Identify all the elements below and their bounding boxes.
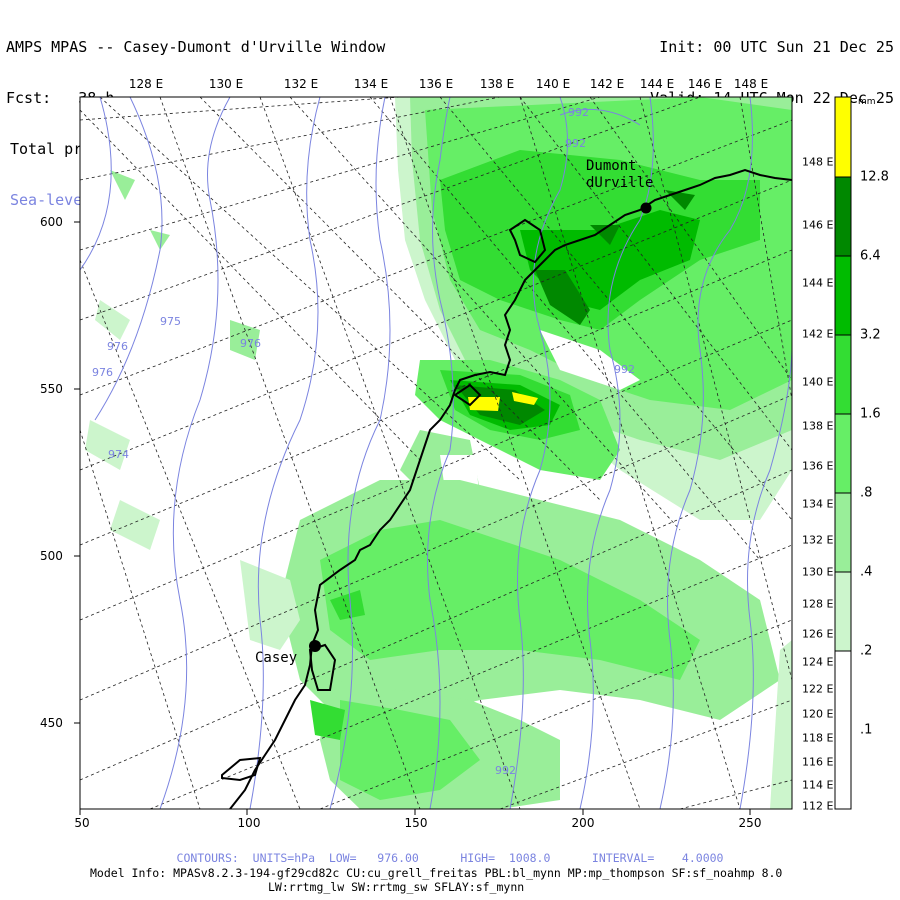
slp-label: 976	[240, 337, 261, 350]
lon-label-top: 142 E	[589, 77, 625, 91]
lon-label-right: 124 E	[802, 655, 834, 669]
lon-label-top: 148 E	[733, 77, 769, 91]
lon-label-top: 130 E	[208, 77, 244, 91]
slp-label: 992	[568, 106, 589, 119]
lon-label-top: 128 E	[128, 77, 164, 91]
x-axis-label: 200	[571, 816, 595, 830]
legend-unit: mm	[858, 97, 876, 107]
x-axis-label: 150	[404, 816, 428, 830]
lon-label-right: 136 E	[802, 459, 834, 473]
legend-label: 6.4	[860, 248, 881, 264]
lon-label-top: 136 E	[418, 77, 454, 91]
y-axis-label: 600	[40, 215, 63, 229]
legend-label: 3.2	[860, 327, 881, 343]
init-time: Init: 00 UTC Sun 21 Dec 25	[659, 38, 894, 56]
y-axis-label: 450	[40, 716, 63, 730]
lon-label-top: 138 E	[479, 77, 515, 91]
lon-label-right: 140 E	[802, 375, 834, 389]
lon-label-right: 142 E	[802, 327, 834, 341]
x-axis-label: 50	[74, 816, 90, 830]
lon-label-top: 134 E	[353, 77, 389, 91]
slp-contours	[80, 97, 792, 809]
dumont-durville-label: Dumont dUrville	[586, 158, 654, 191]
slp-label: 975	[160, 315, 181, 328]
legend-label: .4	[860, 564, 873, 580]
legend-label: .8	[860, 485, 873, 501]
lat-lon-grid	[80, 97, 792, 809]
coastline	[221, 168, 792, 809]
lon-label-right: 128 E	[802, 597, 834, 611]
slp-label: 992	[565, 137, 586, 150]
lon-label-right: 114 E	[802, 778, 834, 792]
lon-label-right: 134 E	[802, 497, 834, 511]
slp-label: 992	[614, 363, 635, 376]
lon-label-right: 122 E	[802, 682, 834, 696]
lon-label-right: 130 E	[802, 565, 834, 579]
slp-label: 976	[107, 340, 128, 353]
map-frame	[79, 96, 793, 810]
lon-label-top: 132 E	[283, 77, 319, 91]
y-axis-label: 550	[40, 382, 63, 396]
lon-label-right: 118 E	[802, 731, 834, 745]
legend-label: .1	[860, 722, 873, 738]
casey-marker	[309, 640, 321, 652]
map-title: AMPS MPAS -- Casey-Dumont d'Urville Wind…	[6, 38, 386, 56]
model-info: Model Info: MPASv8.2.3-194-gf29cd82c CU:…	[90, 866, 783, 880]
x-axis-label: 100	[237, 816, 261, 830]
slp-label: 974	[108, 448, 129, 461]
precip-legend	[834, 96, 852, 810]
lon-label-top: 144 E	[639, 77, 675, 91]
model-info-physics: LW:rrtmg_lw SW:rrtmg_sw SFLAY:sf_mynn	[268, 880, 525, 894]
lon-label-right: 112 E	[802, 799, 834, 813]
lon-label-top: 146 E	[687, 77, 723, 91]
casey-label: Casey	[255, 650, 298, 666]
dumont-durville-marker	[640, 202, 652, 214]
slp-label: 976	[92, 366, 113, 379]
y-axis-label: 500	[40, 549, 63, 563]
lon-label-top: 140 E	[535, 77, 571, 91]
lon-label-right: 146 E	[802, 218, 834, 232]
legend-label: 1.6	[860, 406, 881, 422]
lon-label-right: 132 E	[802, 533, 834, 547]
lon-label-right: 120 E	[802, 707, 834, 721]
legend-label: .2	[860, 643, 873, 659]
lon-label-right: 144 E	[802, 276, 834, 290]
legend-label: 12.8	[860, 169, 889, 185]
lon-label-right: 126 E	[802, 627, 834, 641]
lon-label-right: 138 E	[802, 419, 834, 433]
contour-info: CONTOURS: UNITS=hPa LOW= 976.00 HIGH= 10…	[176, 851, 724, 865]
lon-label-right: 116 E	[802, 755, 834, 769]
precip-shading	[85, 97, 792, 809]
slp-label: 992	[495, 764, 516, 777]
lon-label-right: 148 E	[802, 155, 834, 169]
x-axis-label: 250	[738, 816, 762, 830]
